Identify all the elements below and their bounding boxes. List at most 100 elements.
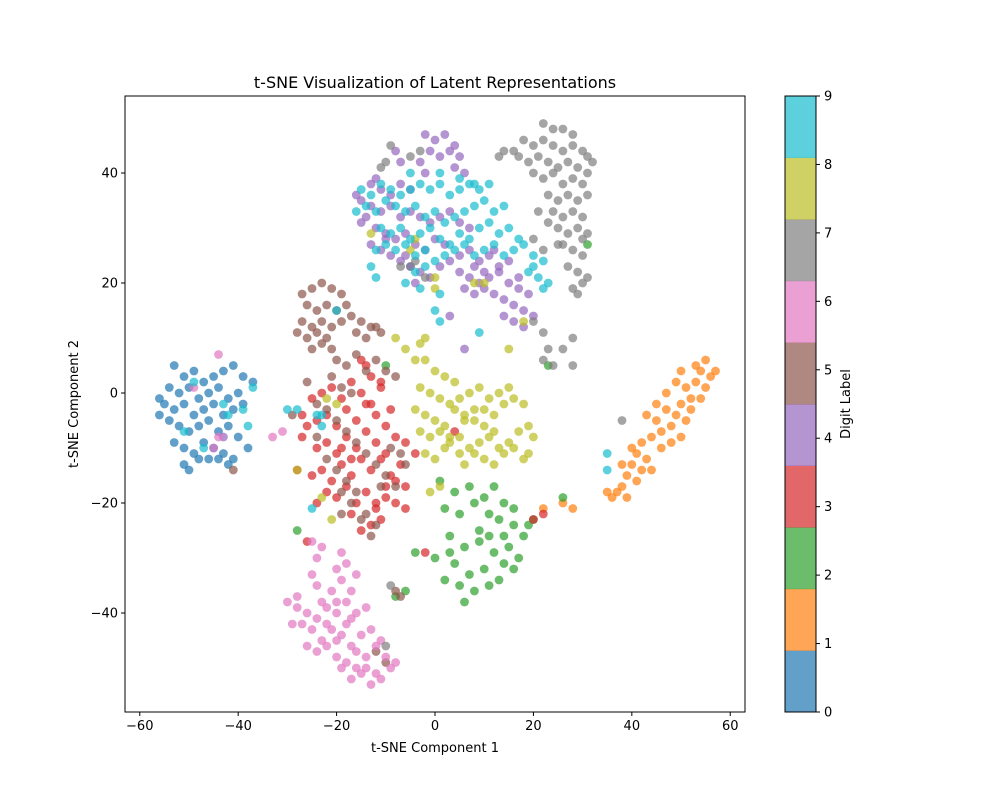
scatter-point-digit-0 [209,372,219,381]
scatter-point-digit-3 [371,498,381,508]
scatter-point-digit-9 [381,196,391,205]
scatter-point-digit-6 [371,669,381,678]
scatter-point-digit-0 [238,372,248,381]
colorbar-segment-0 [785,650,816,713]
scatter-point-digit-5 [346,498,356,508]
scatter-point-digit-3 [342,405,351,414]
scatter-point-digit-7 [563,229,573,238]
scatter-point-digit-9 [499,201,509,211]
scatter-point-digit-9 [435,234,445,244]
scatter-point-digit-2 [465,482,474,491]
scatter-point-digit-7 [588,157,597,167]
scatter-point-digit-3 [386,405,396,414]
scatter-point-digit-9 [391,245,400,255]
scatter-point-digit-3 [312,443,322,453]
scatter-point-digit-3 [391,498,400,508]
colorbar-tick-label: 8 [824,158,832,173]
scatter-point-digit-6 [356,630,366,640]
scatter-point-digit-9 [538,256,548,266]
scatter-point-digit-1 [666,421,676,431]
scatter-point-digit-6 [351,570,361,579]
scatter-point-digit-7 [406,152,415,161]
scatter-point-digit-9 [332,306,341,315]
scatter-point-digit-5 [337,487,346,497]
scatter-point-digit-7 [538,245,548,255]
scatter-point-digit-5 [327,322,337,332]
scatter-point-digit-6 [312,614,322,623]
scatter-point-digit-3 [371,410,381,420]
scatter-point-digit-9 [470,179,479,189]
scatter-point-digit-1 [652,399,661,409]
scatter-point-digit-7 [578,278,587,288]
scatter-point-digit-9 [238,405,248,414]
scatter-point-digit-7 [568,245,578,255]
colorbar-tick-label: 6 [824,295,832,310]
scatter-point-digit-4 [504,278,514,288]
scatter-point-digit-8 [509,443,519,453]
scatter-point-digit-9 [519,240,528,249]
scatter-point-digit-4 [455,152,464,161]
scatter-point-digit-5 [312,432,322,442]
scatter-point-digit-9 [430,306,440,315]
colorbar-ticks: 0 1 2 3 4 5 6 7 8 9 [816,90,832,721]
scatter-point-digit-7 [538,135,548,145]
scatter-point-digit-9 [396,223,405,233]
scatter-point-digit-9 [435,168,445,178]
scatter-point-digit-0 [164,416,174,425]
scatter-point-digit-7 [573,223,583,233]
scatter-point-digit-8 [435,482,445,491]
scatter-point-digit-8 [317,493,327,502]
scatter-point-digit-6 [312,581,322,590]
scatter-point-digit-3 [307,471,317,480]
scatter-point-digit-8 [435,427,445,436]
scatter-point-digit-8 [410,355,420,365]
scatter-point-digit-1 [647,465,656,475]
scatter-point-digit-8 [470,405,479,414]
scatter-point-digit-1 [691,361,701,370]
scatter-point-digit-9 [509,245,519,255]
scatter-point-digit-5 [337,509,346,519]
scatter-point-digit-6 [297,619,307,629]
scatter-point-digit-7 [568,130,578,139]
scatter-point-digit-0 [155,394,164,403]
scatter-point-digit-7 [583,190,592,200]
scatter-point-digit-6 [381,652,391,662]
scatter-point-digit-6 [292,603,302,612]
scatter-point-digit-1 [622,471,632,480]
scatter-point-digit-4 [435,152,445,161]
x-axis-ticks: −60 −40 −20 0 20 40 60 [126,712,739,734]
scatter-point-digit-9 [243,421,253,431]
scatter-point-digit-6 [332,652,341,662]
scatter-point-digit-5 [322,454,332,464]
scatter-point-digit-6 [337,575,346,585]
scatter-point-digit-9 [361,201,371,211]
scatter-point-digit-3 [401,482,410,491]
scatter-point-digit-9 [489,240,499,249]
scatter-point-digit-2 [499,531,509,541]
scatter-point-digit-8 [504,383,514,392]
scatter-point-digit-8 [489,460,499,469]
scatter-point-digit-7 [558,124,568,134]
scatter-point-digit-9 [410,267,420,277]
scatter-point-digit-3 [361,427,371,436]
scatter-point-digit-9 [455,229,464,238]
scatter-point-digit-5 [327,344,337,354]
scatter-point-digit-2 [484,531,494,541]
scatter-point-digit-2 [499,498,509,508]
scatter-point-digit-9 [248,383,258,392]
scatter-point-digit-9 [430,256,440,266]
scatter-point-digit-7 [396,262,405,271]
scatter-point-digit-1 [602,487,612,497]
scatter-point-digit-5 [307,284,317,293]
scatter-point-digit-9 [430,207,440,216]
scatter-point-digit-7 [543,344,553,354]
scatter-point-digit-0 [179,399,189,409]
scatter-point-digit-8 [450,377,460,387]
scatter-point-digit-5 [351,438,361,447]
scatter-point-digit-2 [450,559,460,568]
colorbar-segment-7 [785,219,816,282]
scatter-point-digit-9 [371,207,381,216]
scatter-point-digit-5 [351,328,361,337]
scatter-point-digit-7 [568,141,578,150]
scatter-point-digit-8 [322,394,332,403]
